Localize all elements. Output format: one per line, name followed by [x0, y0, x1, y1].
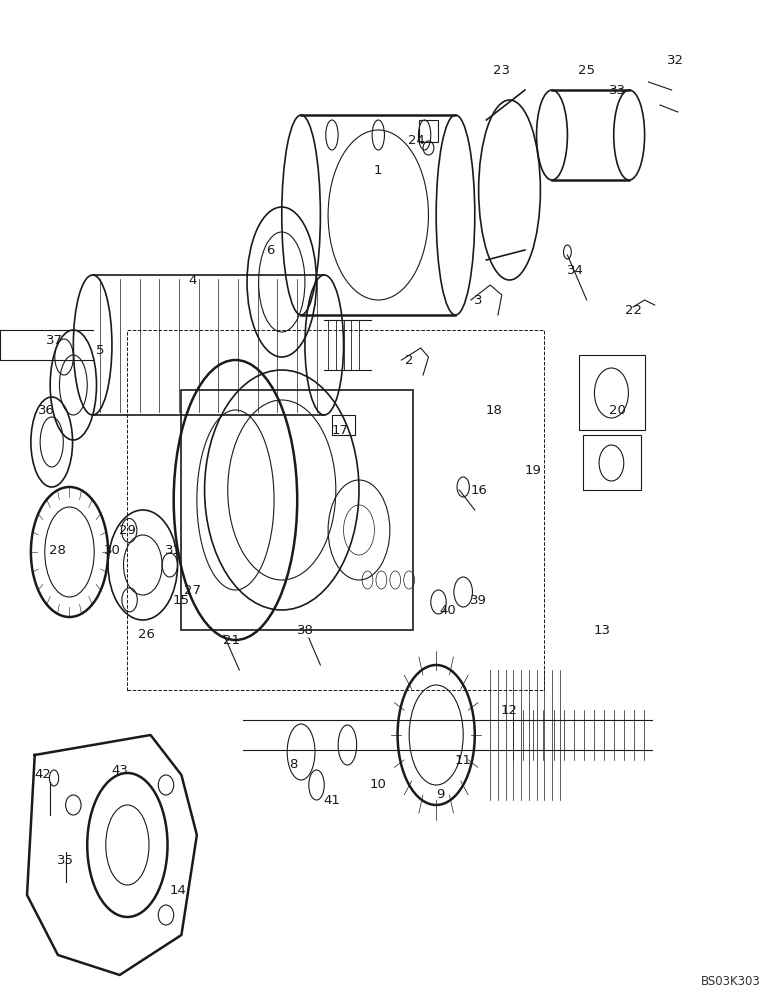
Text: 12: 12	[501, 704, 518, 716]
Text: 27: 27	[185, 584, 201, 596]
Text: 3: 3	[474, 294, 483, 306]
Text: 11: 11	[455, 754, 472, 766]
Text: 21: 21	[223, 634, 240, 647]
Text: 35: 35	[57, 854, 74, 866]
Text: 20: 20	[609, 403, 626, 416]
Text: 4: 4	[189, 273, 197, 286]
Text: 17: 17	[331, 424, 348, 436]
Text: 10: 10	[370, 778, 387, 792]
Bar	[332, 415, 355, 435]
Text: 2: 2	[405, 354, 414, 366]
Text: 36: 36	[38, 403, 55, 416]
Text: 8: 8	[290, 758, 297, 772]
Text: 34: 34	[567, 263, 584, 276]
Text: 13: 13	[594, 624, 611, 637]
Text: 24: 24	[408, 133, 425, 146]
Text: 37: 37	[46, 334, 63, 347]
Bar	[583, 435, 641, 490]
Bar	[579, 355, 645, 430]
Text: 38: 38	[296, 624, 313, 637]
Text: 30: 30	[103, 544, 120, 556]
Bar	[419, 120, 438, 142]
Text: 32: 32	[667, 53, 684, 66]
Text: 41: 41	[323, 794, 340, 806]
Text: 1: 1	[374, 163, 383, 176]
Text: 16: 16	[470, 484, 487, 496]
Text: 9: 9	[436, 788, 444, 802]
Text: 31: 31	[165, 544, 182, 556]
Text: 29: 29	[119, 524, 136, 536]
Text: 26: 26	[138, 629, 155, 642]
Text: 19: 19	[524, 464, 541, 477]
Text: 28: 28	[49, 544, 66, 556]
Text: 23: 23	[493, 64, 510, 77]
Bar	[181, 390, 413, 630]
Text: 39: 39	[470, 593, 487, 606]
Bar	[127, 330, 544, 690]
Text: 15: 15	[173, 593, 190, 606]
Text: BS03K303: BS03K303	[701, 975, 760, 988]
Text: 40: 40	[439, 603, 456, 616]
Text: 5: 5	[96, 344, 105, 357]
Text: 33: 33	[609, 84, 626, 97]
Text: 25: 25	[578, 64, 595, 77]
Text: 42: 42	[34, 768, 51, 782]
Text: 22: 22	[625, 304, 642, 316]
Text: 6: 6	[266, 243, 274, 256]
Text: 14: 14	[169, 884, 186, 896]
Text: 18: 18	[486, 403, 503, 416]
Text: 43: 43	[111, 764, 128, 776]
